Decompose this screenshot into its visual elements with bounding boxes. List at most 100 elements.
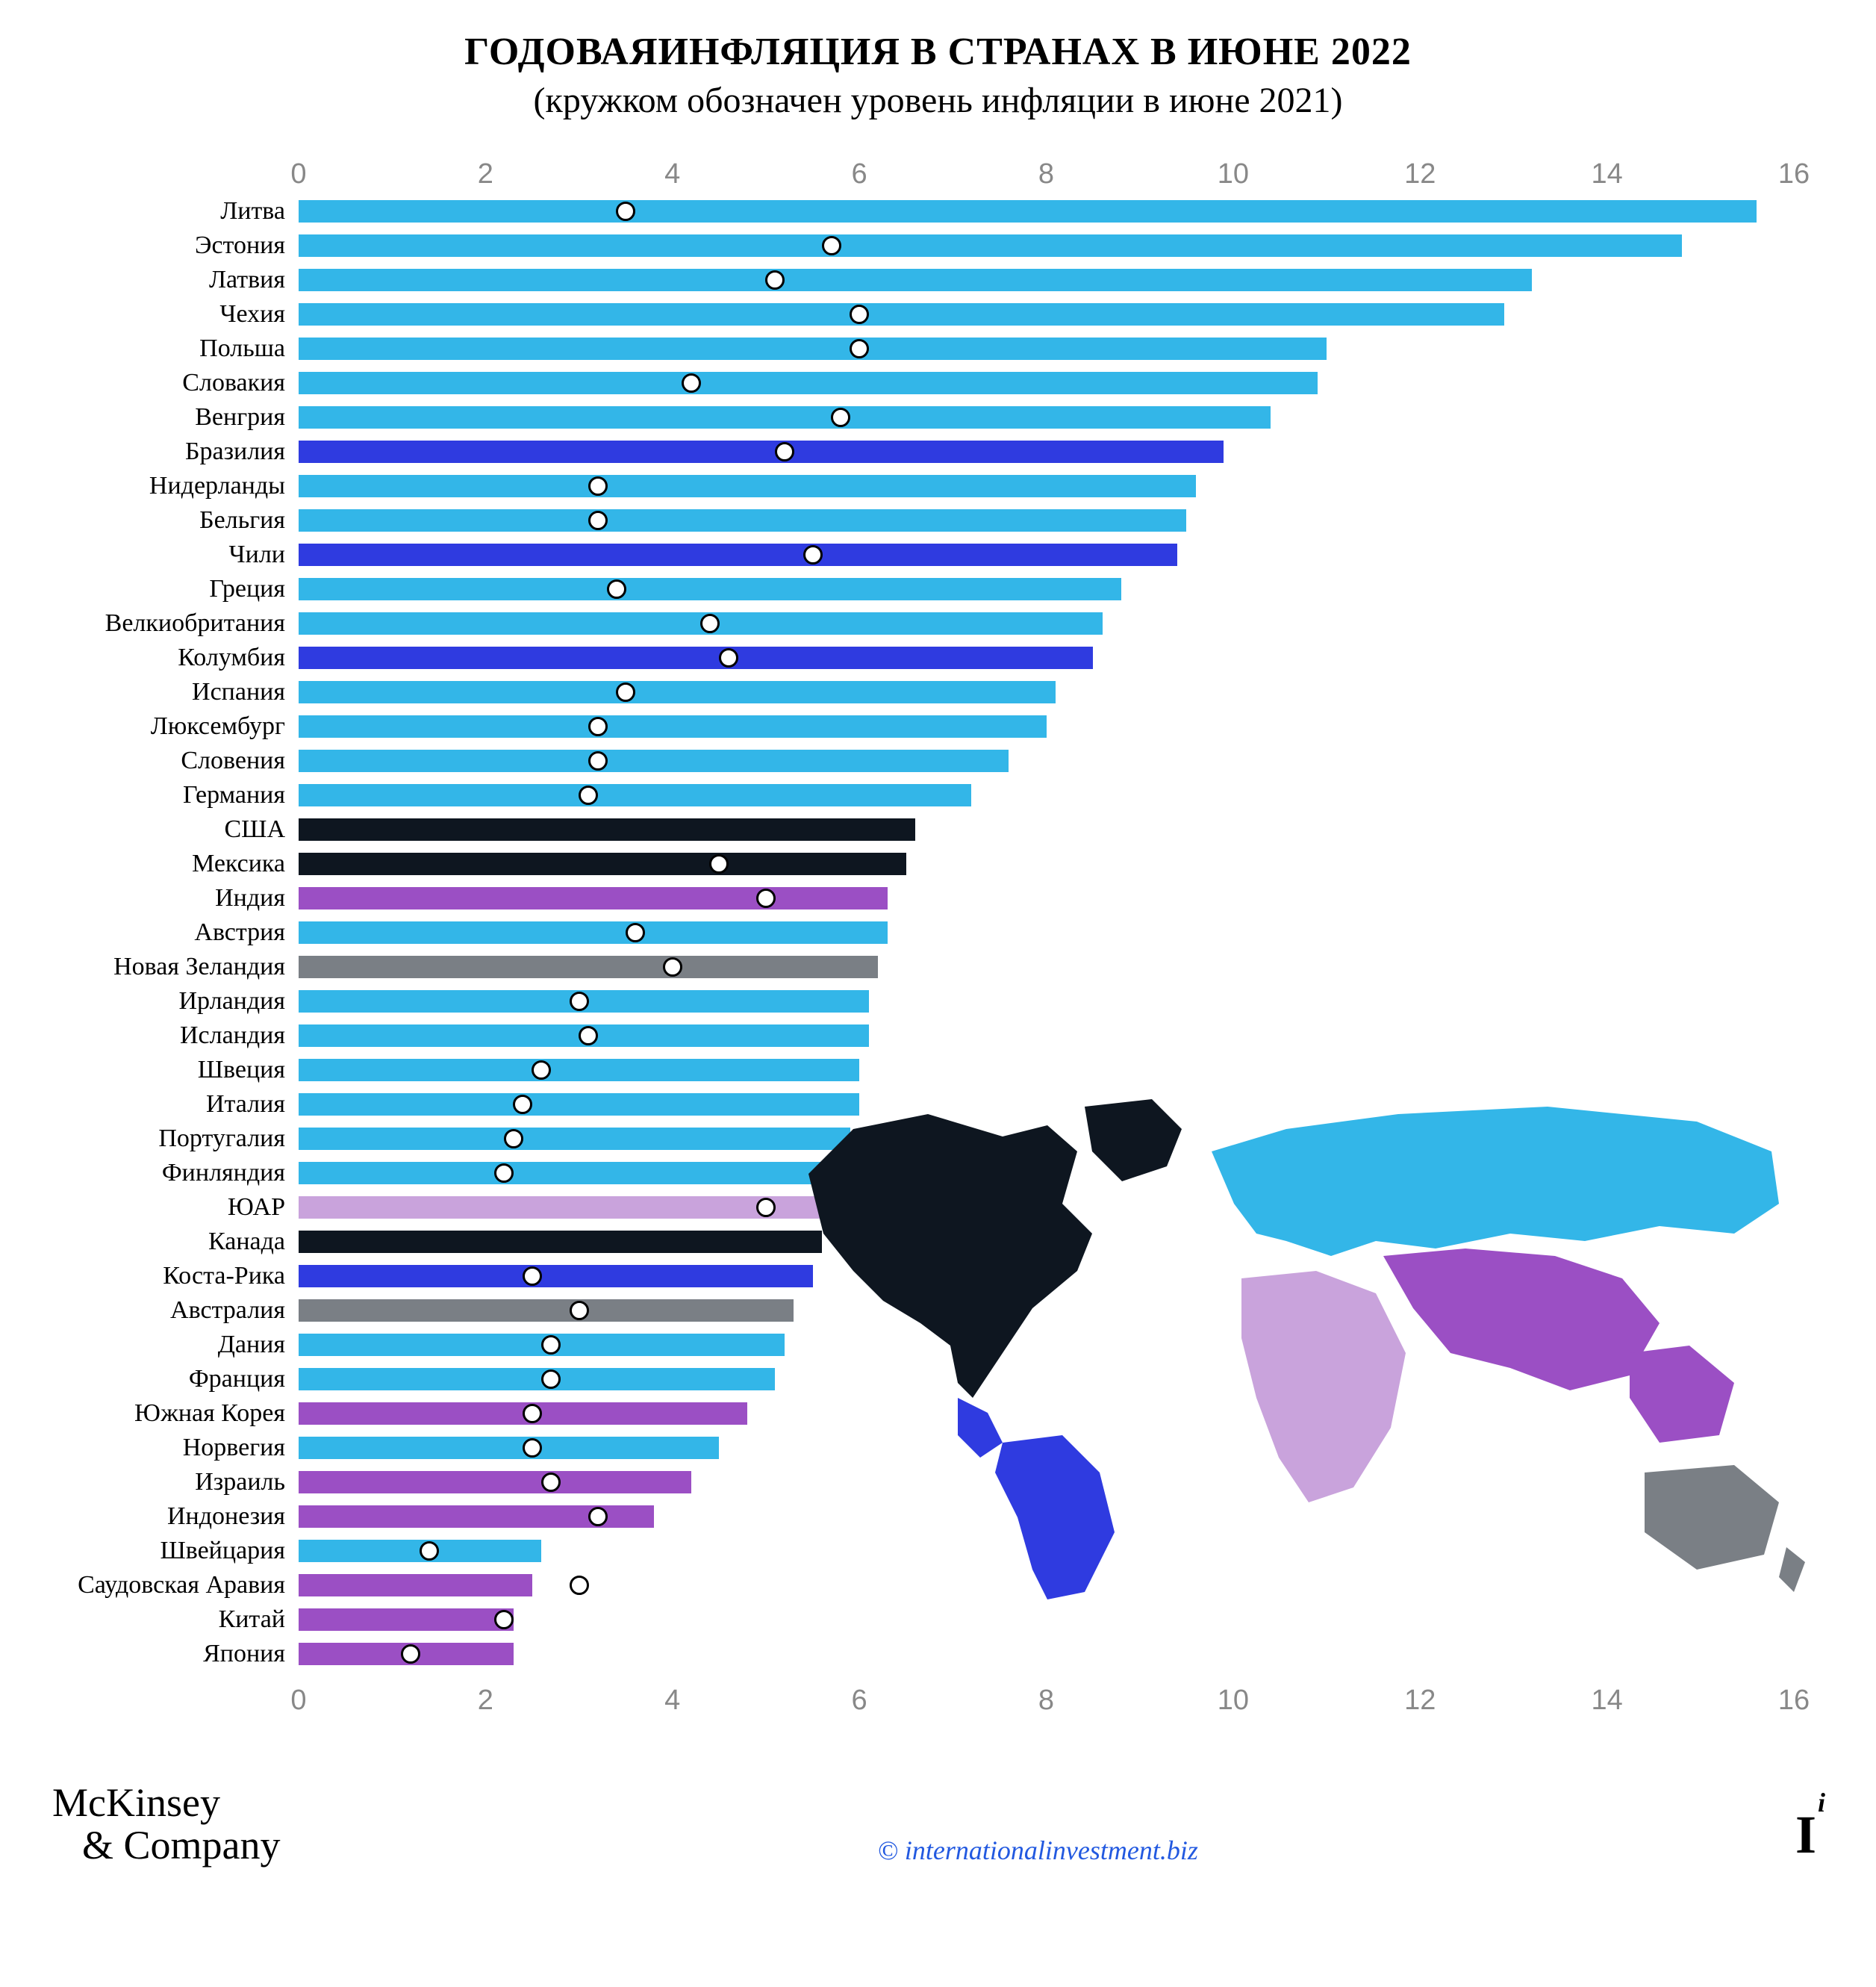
- ii-logo-sup: i: [1818, 1788, 1825, 1817]
- bar-row: Греция: [299, 573, 1794, 605]
- bar: [299, 269, 1532, 291]
- marker-2021: [831, 408, 850, 427]
- axis-tick: 8: [1038, 1685, 1054, 1717]
- bar-row: Литва: [299, 196, 1794, 227]
- marker-2021: [850, 339, 869, 358]
- marker-2021: [616, 682, 635, 702]
- axis-tick: 2: [478, 1685, 493, 1717]
- bar-row: Ирландия: [299, 986, 1794, 1017]
- bar: [299, 338, 1327, 360]
- axis-tick: 12: [1404, 1685, 1436, 1717]
- marker-2021: [420, 1541, 439, 1561]
- marker-2021: [719, 648, 738, 668]
- axis-tick: 4: [664, 1685, 680, 1717]
- x-axis-bottom: 0246810121416: [299, 1685, 1794, 1722]
- bar: [299, 1162, 841, 1184]
- source-credit: © internationalinvestment.biz: [878, 1835, 1198, 1866]
- bar-row: Мексика: [299, 848, 1794, 880]
- marker-2021: [588, 751, 608, 771]
- bar: [299, 441, 1224, 463]
- bar: [299, 578, 1121, 600]
- bar-label: Китай: [219, 1604, 299, 1635]
- bar: [299, 509, 1186, 532]
- map-new-zealand: [1779, 1547, 1805, 1592]
- bar-row: Латвия: [299, 264, 1794, 296]
- marker-2021: [579, 786, 598, 805]
- map-australia: [1645, 1465, 1779, 1570]
- footer: McKinsey & Company © internationalinvest…: [37, 1782, 1839, 1866]
- mckinsey-line1: McKinsey: [52, 1782, 281, 1824]
- bar-label: Финляндия: [162, 1157, 299, 1189]
- bar-row: Германия: [299, 780, 1794, 811]
- bar: [299, 303, 1504, 326]
- marker-2021: [756, 889, 776, 908]
- bar-label: Испания: [192, 677, 299, 708]
- bar-row: Япония: [299, 1638, 1794, 1670]
- bar: [299, 647, 1093, 669]
- bar-label: Индия: [215, 883, 299, 914]
- bar: [299, 1574, 532, 1596]
- mckinsey-logo: McKinsey & Company: [52, 1782, 281, 1866]
- bar: [299, 818, 915, 841]
- marker-2021: [803, 545, 823, 565]
- bar-row: Новая Зеландия: [299, 951, 1794, 983]
- bar-label: Саудовская Аравия: [78, 1570, 299, 1601]
- bar: [299, 1437, 719, 1459]
- bar-row: Австрия: [299, 917, 1794, 948]
- bar: [299, 956, 878, 978]
- bar: [299, 750, 1009, 772]
- marker-2021: [700, 614, 720, 633]
- marker-2021: [532, 1060, 551, 1080]
- bar-label: Эстония: [195, 230, 299, 261]
- bar-label: Швейцария: [160, 1535, 299, 1567]
- map-se-asia: [1630, 1346, 1734, 1443]
- bar-row: Велкиобритания: [299, 608, 1794, 639]
- bar-label: Франция: [189, 1363, 299, 1395]
- marker-2021: [401, 1644, 420, 1664]
- bar-label: Новая Зеландия: [113, 951, 299, 983]
- marker-2021: [588, 511, 608, 530]
- bar-label: Бразилия: [185, 436, 299, 467]
- bar-label: Польша: [199, 333, 299, 364]
- bar-label: Латвия: [209, 264, 299, 296]
- map-europe-russia: [1212, 1107, 1779, 1256]
- bar-label: Литва: [220, 196, 299, 227]
- bar-row: Люксембург: [299, 711, 1794, 742]
- bar-label: Норвегия: [183, 1432, 299, 1464]
- bar-label: Словения: [181, 745, 299, 777]
- bar: [299, 234, 1682, 257]
- map-africa: [1241, 1271, 1406, 1502]
- axis-tick: 8: [1038, 158, 1054, 190]
- bar: [299, 1471, 691, 1493]
- marker-2021: [541, 1335, 561, 1355]
- chart-container: 0246810121416 ЛитваЭстонияЛатвияЧехияПол…: [299, 158, 1794, 1722]
- axis-tick: 12: [1404, 158, 1436, 190]
- bar-row: Колумбия: [299, 642, 1794, 674]
- axis-tick: 10: [1218, 1685, 1249, 1717]
- bar-row: Исландия: [299, 1020, 1794, 1051]
- bar-label: США: [224, 814, 299, 845]
- bar-row: Бельгия: [299, 505, 1794, 536]
- map-middle-east-asia: [1383, 1249, 1660, 1390]
- marker-2021: [504, 1129, 523, 1148]
- bar-label: Южная Корея: [134, 1398, 299, 1429]
- marker-2021: [607, 579, 626, 599]
- axis-tick: 4: [664, 158, 680, 190]
- bar-row: Польша: [299, 333, 1794, 364]
- marker-2021: [523, 1404, 542, 1423]
- bar-label: Австралия: [170, 1295, 299, 1326]
- axis-tick: 10: [1218, 158, 1249, 190]
- bar-row: Эстония: [299, 230, 1794, 261]
- bar: [299, 200, 1757, 223]
- bar-label: Дания: [218, 1329, 299, 1361]
- bar-label: Португалия: [158, 1123, 299, 1154]
- marker-2021: [822, 236, 841, 255]
- axis-tick: 14: [1591, 1685, 1622, 1717]
- bar: [299, 681, 1056, 703]
- bar-row: США: [299, 814, 1794, 845]
- bar: [299, 1265, 813, 1287]
- bar-row: Бразилия: [299, 436, 1794, 467]
- axis-tick: 6: [852, 1685, 867, 1717]
- bar: [299, 1231, 822, 1253]
- marker-2021: [570, 1301, 589, 1320]
